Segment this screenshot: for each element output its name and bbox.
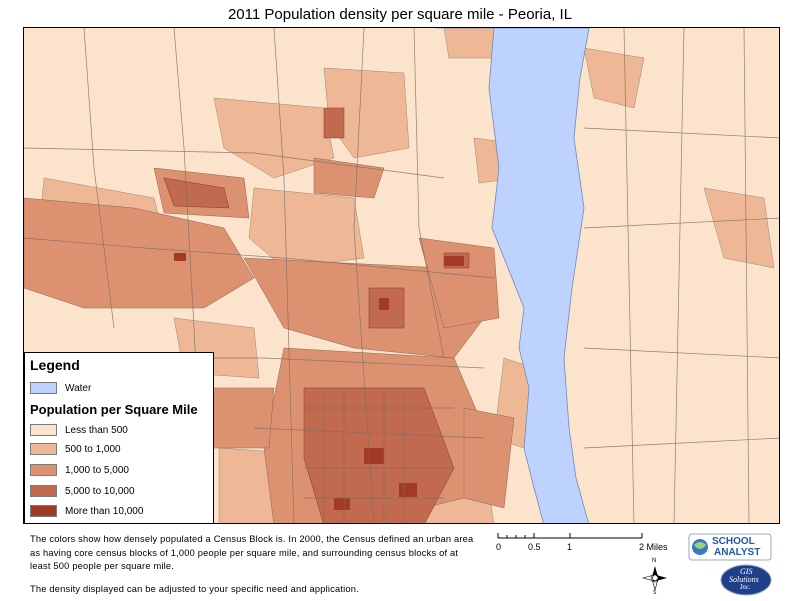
legend-label-water: Water [65,382,92,394]
legend-item-class: 500 to 1,000 [30,442,121,456]
density-over-10000-blocks [174,253,464,510]
road-network [24,28,779,523]
east-bank [564,28,779,523]
map-title: 2011 Population density per square mile … [227,6,573,23]
scale-bar-graphic [497,533,643,539]
south-label: S [653,590,657,596]
legend-title: Legend [30,357,80,373]
gis-solutions-logo: GIS Solutions Inc. [720,564,772,596]
legend-subtitle: Population per Square Mile [30,402,198,417]
map-legend: Legend Water Population per Square Mile … [24,352,214,524]
school-analyst-line1: SCHOOL [712,536,755,547]
gis-line1: GIS [740,567,753,576]
legend-item-class: More than 10,000 [30,504,143,518]
legend-item-water: Water [30,381,91,395]
map-description: The colors show how densely populated a … [30,534,474,571]
legend-item-class: 5,000 to 10,000 [30,484,135,498]
legend-swatch [30,464,57,476]
legend-label: 500 to 1,000 [65,443,121,455]
scale-bar: 0 0.5 1 2 Miles [492,530,682,560]
legend-label: Less than 500 [65,424,128,436]
school-analyst-logo: SCHOOL ANALYST [688,533,772,561]
legend-swatch [30,424,57,436]
legend-label: More than 10,000 [65,505,144,517]
scale-tick-2: 1 [567,542,573,552]
legend-swatch [30,505,57,517]
north-label: N [652,558,657,564]
illinois-river [436,28,590,523]
map-note: The density displayed can be adjusted to… [30,584,359,594]
water-swatch [30,382,57,394]
legend-label: 5,000 to 10,000 [65,485,135,497]
school-analyst-line2: ANALYST [714,547,761,558]
legend-label: 1,000 to 5,000 [65,464,129,476]
legend-swatch [30,443,57,455]
scale-tick-0: 0 [496,542,502,552]
compass-rose-icon: N S [640,558,670,596]
legend-swatch [30,485,57,497]
gis-line2: Solutions [729,575,759,584]
gis-line3: Inc. [740,583,751,591]
legend-item-class: 1,000 to 5,000 [30,463,129,477]
scale-tick-3: 2 Miles [639,542,668,552]
scale-tick-1: 0.5 [528,542,541,552]
legend-item-class: Less than 500 [30,423,128,437]
